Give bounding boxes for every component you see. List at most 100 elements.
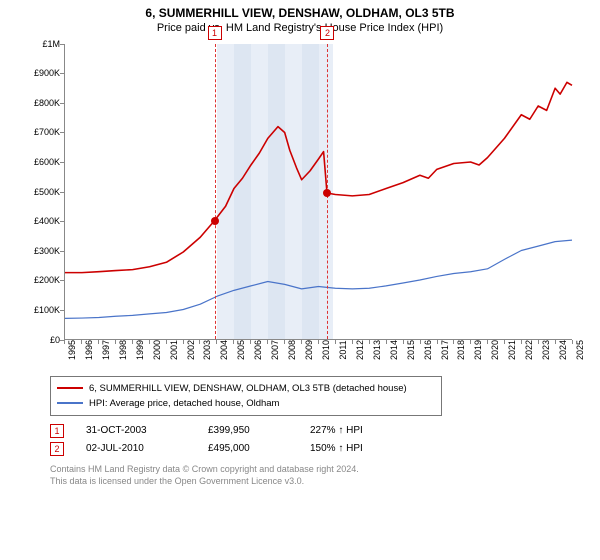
plot-region: 12 [64,44,572,340]
y-axis-label: £200K [20,275,60,285]
y-axis-label: £400K [20,216,60,226]
x-tick [352,340,353,344]
x-axis-label: 2024 [558,340,568,360]
x-tick [233,340,234,344]
x-tick [132,340,133,344]
legend-row: HPI: Average price, detached house, Oldh… [57,396,435,411]
x-axis-label: 1995 [67,340,77,360]
legend-label: 6, SUMMERHILL VIEW, DENSHAW, OLDHAM, OL3… [89,381,407,396]
x-axis-label: 2022 [524,340,534,360]
marker-dot [323,189,331,197]
marker-box: 1 [208,26,222,40]
x-axis-label: 2023 [541,340,551,360]
x-axis-label: 2014 [389,340,399,360]
y-axis-label: £800K [20,98,60,108]
y-axis-label: £1M [20,39,60,49]
legend-box: 6, SUMMERHILL VIEW, DENSHAW, OLDHAM, OL3… [50,376,442,416]
chart-container: 6, SUMMERHILL VIEW, DENSHAW, OLDHAM, OL3… [0,0,600,560]
x-tick [521,340,522,344]
chart-area: 12 £0 £100K £200K £300K £400K £500K £600K £700K… [20,40,576,370]
transaction-hpi: 150% ↑ HPI [310,440,410,458]
footnote-line1: Contains HM Land Registry data © Crown c… [50,464,586,476]
x-axis-label: 2017 [440,340,450,360]
x-tick [183,340,184,344]
x-axis-label: 2004 [219,340,229,360]
y-tick [60,221,64,222]
x-axis-label: 2018 [456,340,466,360]
chart-title: 6, SUMMERHILL VIEW, DENSHAW, OLDHAM, OL3… [14,6,586,22]
transaction-marker: 1 [50,424,64,438]
transaction-date: 02-JUL-2010 [86,440,186,458]
x-axis-label: 2015 [406,340,416,360]
transaction-row: 2 02-JUL-2010 £495,000 150% ↑ HPI [50,440,586,458]
transaction-price: £399,950 [208,422,288,440]
x-tick [437,340,438,344]
x-axis-label: 2010 [321,340,331,360]
y-axis-label: £100K [20,305,60,315]
y-tick [60,44,64,45]
legend-row: 6, SUMMERHILL VIEW, DENSHAW, OLDHAM, OL3… [57,381,435,396]
x-tick [301,340,302,344]
y-axis-label: £900K [20,68,60,78]
legend-label: HPI: Average price, detached house, Oldh… [89,396,279,411]
y-tick [60,280,64,281]
x-axis-label: 2005 [236,340,246,360]
x-axis-label: 1999 [135,340,145,360]
x-axis-label: 2016 [423,340,433,360]
x-tick [149,340,150,344]
x-axis-label: 2013 [372,340,382,360]
x-axis-label: 1998 [118,340,128,360]
y-axis-label: £700K [20,127,60,137]
legend-swatch [57,402,83,404]
x-axis-label: 2006 [253,340,263,360]
y-tick [60,192,64,193]
x-tick [115,340,116,344]
x-tick [369,340,370,344]
footnote: Contains HM Land Registry data © Crown c… [50,464,586,487]
y-tick [60,310,64,311]
y-tick [60,73,64,74]
x-tick [98,340,99,344]
x-tick [453,340,454,344]
chart-subtitle: Price paid vs. HM Land Registry's House … [14,22,586,34]
x-tick [504,340,505,344]
x-axis-label: 2011 [338,340,348,359]
x-tick [318,340,319,344]
y-axis-label: £500K [20,187,60,197]
x-axis-label: 2000 [152,340,162,360]
x-tick [403,340,404,344]
x-tick [386,340,387,344]
marker-line [215,44,216,339]
x-tick [267,340,268,344]
transaction-marker: 2 [50,442,64,456]
y-axis-label: £300K [20,246,60,256]
x-axis-label: 2007 [270,340,280,360]
x-tick [284,340,285,344]
transactions-table: 1 31-OCT-2003 £399,950 227% ↑ HPI 2 02-JUL-20… [50,422,586,458]
y-axis-label: £0 [20,335,60,345]
x-tick [216,340,217,344]
x-tick [420,340,421,344]
x-tick [64,340,65,344]
x-tick [335,340,336,344]
y-tick [60,132,64,133]
x-axis-label: 1997 [101,340,111,360]
transaction-date: 31-OCT-2003 [86,422,186,440]
x-tick [470,340,471,344]
marker-box: 2 [320,26,334,40]
x-axis-label: 2025 [575,340,585,360]
line-series-layer [65,44,572,339]
x-axis-label: 1996 [84,340,94,360]
y-axis-label: £600K [20,157,60,167]
transaction-price: £495,000 [208,440,288,458]
x-tick [81,340,82,344]
y-tick [60,162,64,163]
legend-swatch [57,387,83,389]
transaction-hpi: 227% ↑ HPI [310,422,410,440]
x-axis-label: 2020 [490,340,500,360]
x-tick [538,340,539,344]
y-tick [60,251,64,252]
x-axis-label: 2002 [186,340,196,360]
x-axis-label: 2008 [287,340,297,360]
x-axis-label: 2003 [202,340,212,360]
